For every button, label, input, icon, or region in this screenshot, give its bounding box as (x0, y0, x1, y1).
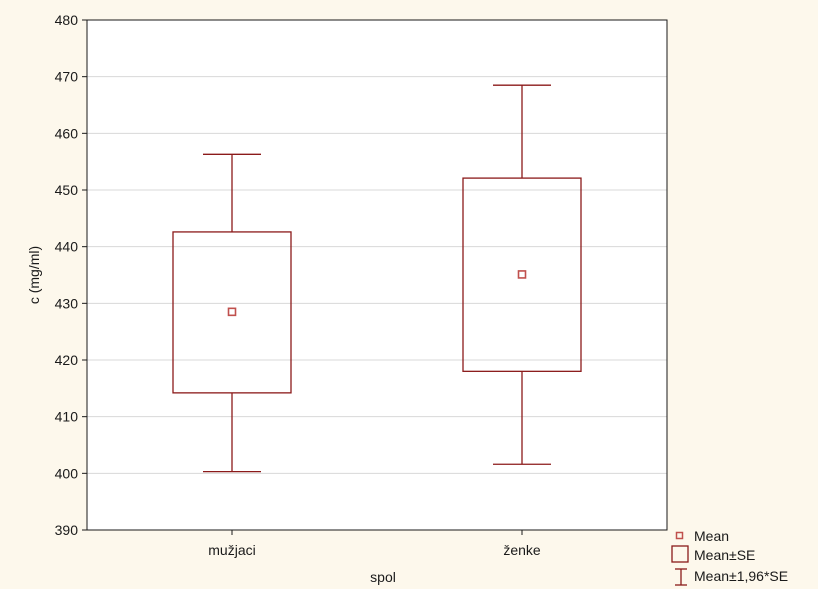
y-tick-label: 440 (55, 239, 79, 255)
y-tick-label: 460 (55, 125, 79, 141)
plot-area (87, 20, 667, 530)
y-tick-label: 480 (55, 12, 79, 28)
box-group-2 (462, 84, 582, 465)
y-tick-label: 430 (55, 295, 79, 311)
x-tick-label: ženke (503, 542, 541, 558)
y-tick-label: 470 (55, 69, 79, 85)
plot-frame (86, 19, 668, 531)
mean-marker (517, 270, 527, 279)
se-box (172, 231, 292, 394)
legend-se-label: Mean±SE (694, 547, 755, 563)
y-tick-label: 410 (55, 409, 79, 425)
x-axis-label: spol (370, 569, 396, 585)
y-tick-label: 390 (55, 522, 79, 538)
y-tick-label: 450 (55, 182, 79, 198)
box-marks (172, 84, 582, 473)
y-tick-label: 400 (55, 465, 79, 481)
box-group-1 (172, 153, 292, 473)
y-tick-label: 420 (55, 352, 79, 368)
legend-mean-marker (675, 531, 684, 540)
legend-ci-label: Mean±1,96*SE (694, 568, 788, 584)
y-axis-ticks: 390 400 410 420 430 440 450 460 470 480 (55, 12, 87, 538)
mean-marker (227, 307, 237, 317)
y-axis-label: c (mg/ml) (26, 246, 42, 304)
legend-ci-whisker (675, 568, 687, 586)
legend-mean-label: Mean (694, 528, 729, 544)
x-axis-ticks: mužjaci ženke (208, 530, 541, 558)
se-box (462, 177, 582, 372)
legend: Mean Mean±SE Mean±1,96*SE (671, 528, 788, 586)
grid-lines (87, 76, 667, 474)
x-tick-label: mužjaci (208, 542, 255, 558)
legend-se-box (671, 545, 689, 563)
